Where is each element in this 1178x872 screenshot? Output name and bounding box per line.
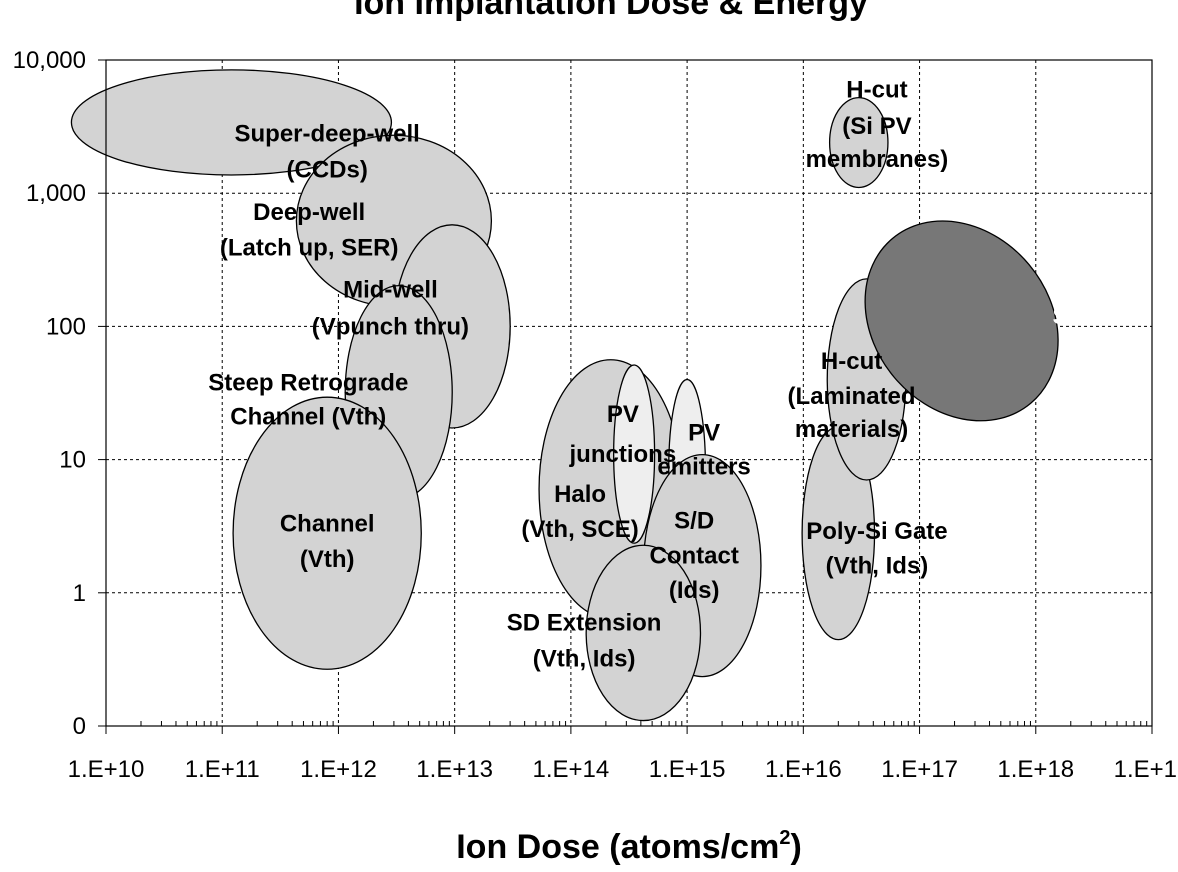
x-tick-label: 1.E+12 xyxy=(300,756,377,783)
label-line: (SOI) xyxy=(1063,337,1120,364)
label-line: Contact xyxy=(649,543,738,570)
y-tick-label: 1,000 xyxy=(26,180,86,207)
x-tick-label: 1.E+18 xyxy=(997,756,1074,783)
label-line: S/D xyxy=(674,507,714,534)
label-line: PV xyxy=(688,419,720,446)
plot-frame xyxy=(105,59,1153,727)
x-tick-label: 1.E+16 xyxy=(765,756,842,783)
label-line: Halo xyxy=(554,481,606,508)
label-sd-extension: SD Extension (Vth, Ids) xyxy=(507,609,662,672)
label-line: Poly-Si Gate xyxy=(806,518,947,545)
x-axis-label: Ion Dose (atoms/cm2) xyxy=(456,827,802,866)
x-axis-label-sup: 2 xyxy=(779,827,790,849)
x-axis-label-tail: ) xyxy=(790,828,801,866)
label-line: (Ids) xyxy=(669,577,720,604)
y-tick-label: 1 xyxy=(73,580,86,607)
y-tick-label: 0 xyxy=(73,713,86,740)
label-line: emitters xyxy=(657,453,750,480)
label-line: junctions xyxy=(569,441,677,468)
label-h-cut-si-pv: H-cut (Si PV membranes) xyxy=(806,77,949,174)
y-tick-label: 100 xyxy=(46,313,86,340)
region-pv-junctions xyxy=(613,364,656,544)
label-sd-contact: S/D Contact (Ids) xyxy=(649,507,738,604)
label-line: materials) xyxy=(795,416,908,443)
label-line: (Vth) xyxy=(300,546,355,573)
x-tick-label: 1.E+13 xyxy=(416,756,493,783)
label-line: Channel (Vth) xyxy=(230,404,386,431)
label-h-cut-laminated: H-cut (Laminated materials) xyxy=(788,348,916,443)
label-line: Mid-well xyxy=(343,276,438,303)
x-tick-label: 1.E+11 xyxy=(185,756,260,783)
label-steep-retrograde: Steep Retrograde Channel (Vth) xyxy=(208,369,408,430)
x-axis-label-main: Ion Dose (atoms/cm xyxy=(456,828,779,866)
label-line: (Si PV xyxy=(842,113,911,140)
region-super-deep-well xyxy=(70,69,393,176)
label-super-deep-well: Super-deep-well (CCDs) xyxy=(234,121,419,184)
x-tick-label: 1.E+15 xyxy=(649,756,726,783)
label-line: Super-deep-well xyxy=(234,121,419,148)
label-line: Steep Retrograde xyxy=(208,369,408,396)
label-poly-si-gate: Poly-Si Gate (Vth, Ids) xyxy=(806,518,947,579)
chart-title: Ion Implantation Dose & Energy xyxy=(354,0,868,22)
label-line: Deep-well xyxy=(253,199,365,226)
label-line: (Latch up, SER) xyxy=(220,235,399,262)
x-tick-label: 1.E+17 xyxy=(881,756,958,783)
label-line: H-cut xyxy=(846,77,907,104)
y-tick-label: 10 xyxy=(59,447,86,474)
x-tick-label: 1.E+14 xyxy=(533,756,610,783)
x-tick-label: 1.E+19 xyxy=(1114,756,1178,783)
label-mid-well: Mid-well (Vpunch thru) xyxy=(312,276,469,340)
region-sd-extension xyxy=(585,544,702,722)
label-halo: Halo (Vth, SCE) xyxy=(521,481,638,543)
x-tick-label: 1.E+10 xyxy=(68,756,145,783)
y-tick-label: 10,000 xyxy=(13,47,86,74)
regions xyxy=(70,69,1059,722)
label-line: Channel xyxy=(280,511,375,538)
region-simox xyxy=(864,220,1059,422)
label-line: membranes) xyxy=(806,146,949,173)
label-line: SD Extension xyxy=(507,609,662,636)
label-line: (Vth, SCE) xyxy=(521,516,638,543)
label-pv-emitters: PV emitters xyxy=(657,419,750,480)
label-simox: SIMOX (SOI) xyxy=(1053,303,1130,365)
label-line: (Vth, Ids) xyxy=(826,553,929,580)
axis-ticks: 1.E+10 1.E+11 1.E+12 1.E+13 1.E+14 1.E+15 1.E+… xyxy=(13,47,1178,783)
label-line: (CCDs) xyxy=(287,157,368,184)
label-line: SIMOX xyxy=(1053,303,1130,330)
region-labels: Super-deep-well (CCDs) Deep-well (Latch up,… xyxy=(208,77,1130,673)
label-line: (Vth, Ids) xyxy=(533,646,636,673)
label-line: PV xyxy=(607,401,639,428)
label-line: H-cut xyxy=(821,348,882,375)
label-channel: Channel (Vth) xyxy=(280,511,375,573)
label-line: (Vpunch thru) xyxy=(312,313,469,340)
label-line: (Laminated xyxy=(788,383,916,410)
region-h-cut-si-pv xyxy=(828,96,889,189)
region-channel xyxy=(232,396,422,670)
label-deep-well: Deep-well (Latch up, SER) xyxy=(220,199,399,261)
label-pv-junctions: PV junctions xyxy=(569,401,677,468)
